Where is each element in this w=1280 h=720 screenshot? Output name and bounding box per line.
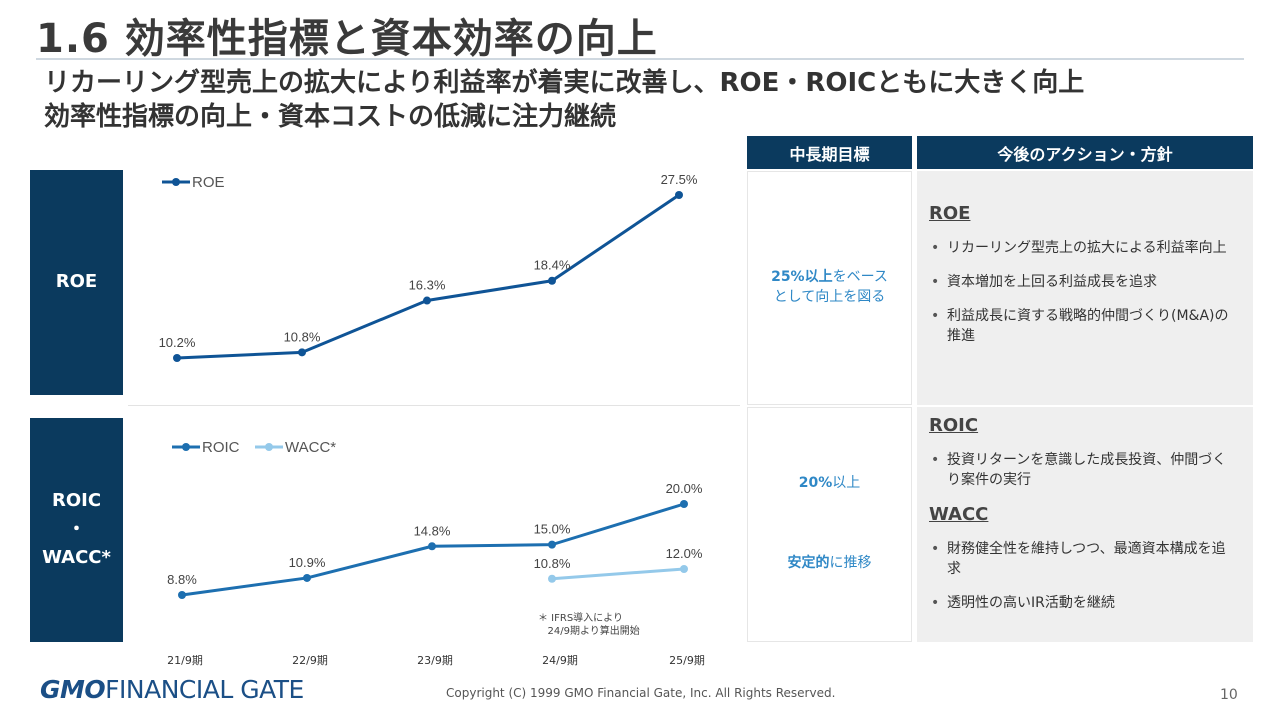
data-point: [423, 296, 431, 305]
company-logo: GMOFINANCIAL GATE: [40, 675, 304, 704]
logo-text: FINANCIAL GATE: [105, 675, 304, 704]
data-point: [680, 500, 688, 508]
roe-side-label-text: ROE: [55, 271, 98, 293]
data-point: [428, 542, 436, 551]
series-line-roe: [176, 193, 680, 360]
roe-side-label: ROE: [30, 170, 123, 395]
roic-action-item: 投資リターンを意識した成長投資、仲間づくり案件の実行: [929, 450, 1237, 490]
data-label: 15.0%: [534, 522, 571, 537]
page-title: 1.6 効率性指標と資本効率の向上: [36, 16, 658, 62]
wacc-target-value: 安定的: [787, 554, 830, 571]
roic-wacc-target-cell: 20%以上 安定的に推移: [747, 407, 912, 642]
data-point: [548, 574, 556, 583]
legend-marker: [182, 443, 190, 451]
wacc-action-item: 財務健全性を維持しつつ、最適資本構成を追求: [929, 539, 1237, 579]
data-label: 16.3%: [409, 278, 446, 293]
copyright-text: Copyright (C) 1999 GMO Financial Gate, I…: [446, 686, 836, 700]
data-point: [173, 354, 181, 362]
data-point: [680, 565, 688, 573]
data-label: 10.8%: [284, 329, 321, 344]
data-label: 8.8%: [167, 572, 197, 587]
efficiency-charts: 10.2% 10.8% 16.3% 18.4% 27.5% ROE 8.8% 10.9% 14.…: [159, 172, 705, 667]
roe-target-value: 25%以上: [771, 269, 833, 286]
roic-target-value: 20%: [798, 475, 833, 491]
x-tick-label: 21/9期: [167, 654, 203, 667]
roe-action-item: 資本増加を上回る利益成長を追求: [929, 272, 1237, 292]
data-point: [303, 573, 311, 582]
page-number: 10: [1220, 687, 1238, 703]
wacc-action-item: 透明性の高いIR活動を継続: [929, 593, 1237, 613]
x-tick-label: 24/9期: [542, 654, 578, 667]
data-label: 20.0%: [666, 481, 703, 496]
x-tick-label: 22/9期: [292, 654, 328, 667]
legend-marker: [265, 443, 273, 451]
data-label: 14.8%: [414, 523, 451, 538]
roe-action-item: 利益成長に資する戦略的仲間づくり(M&A)の推進: [929, 306, 1237, 346]
data-point: [675, 191, 683, 199]
legend-label: ROIC: [202, 439, 240, 456]
side-label-separator: ・: [67, 518, 86, 540]
data-point: [548, 276, 556, 285]
roe-action-heading: ROE: [929, 203, 971, 224]
roic-action-list: 投資リターンを意識した成長投資、仲間づくり案件の実行: [929, 450, 1237, 490]
roe-action-cell: ROE リカーリング型売上の拡大による利益率向上 資本増加を上回る利益成長を追求…: [917, 171, 1253, 405]
roic-action-heading: ROIC: [929, 415, 979, 436]
x-tick-label: 23/9期: [417, 654, 453, 667]
legend-label: ROE: [192, 174, 225, 191]
roe-target-text-2: として向上を図る: [773, 289, 886, 305]
wacc-target-text: に推移: [829, 554, 872, 571]
roic-target-text: 以上: [832, 475, 861, 491]
roe-target-text: をベース: [832, 269, 888, 286]
roe-action-item: リカーリング型売上の拡大による利益率向上: [929, 238, 1237, 258]
subtitle-line-2: 効率性指標の向上・資本コストの低減に注力継続: [44, 102, 617, 132]
logo-gmo: GMO: [40, 675, 106, 704]
data-label: 12.0%: [666, 546, 703, 561]
title-divider: [36, 58, 1244, 60]
roic-wacc-side-label: ROIC ・ WACC*: [30, 418, 123, 642]
wacc-action-heading: WACC: [929, 504, 989, 525]
data-point: [548, 540, 556, 549]
roic-wacc-action-cell: ROIC 投資リターンを意識した成長投資、仲間づくり案件の実行 WACC 財務健…: [917, 407, 1253, 642]
wacc-footnote: ＊ IFRS導入により 24/9期より算出開始: [538, 613, 640, 637]
roe-target-cell: 25%以上をベース として向上を図る: [747, 171, 912, 405]
data-label: 10.9%: [289, 555, 326, 570]
data-label: 10.8%: [534, 556, 571, 571]
data-point: [178, 591, 186, 599]
action-column-header: 今後のアクション・方針: [917, 136, 1253, 169]
roe-action-list: リカーリング型売上の拡大による利益率向上 資本増加を上回る利益成長を追求 利益成…: [929, 238, 1237, 346]
roic-side-label-text: ROIC: [51, 489, 102, 511]
series-line-wacc: [551, 567, 685, 581]
target-column-header: 中長期目標: [747, 136, 912, 169]
chart-divider: [128, 405, 740, 406]
legend-marker: [172, 178, 180, 186]
subtitle-line-1: リカーリング型売上の拡大により利益率が着実に改善し、ROE・ROICともに大きく…: [44, 68, 1085, 98]
data-point: [298, 348, 306, 357]
wacc-action-list: 財務健全性を維持しつつ、最適資本構成を追求 透明性の高いIR活動を継続: [929, 539, 1237, 613]
wacc-side-label-text: WACC*: [42, 547, 111, 569]
data-label: 27.5%: [661, 172, 698, 187]
legend-label: WACC*: [285, 439, 336, 456]
data-label: 10.2%: [159, 335, 196, 350]
x-tick-label: 25/9期: [669, 654, 705, 667]
data-label: 18.4%: [534, 258, 571, 273]
